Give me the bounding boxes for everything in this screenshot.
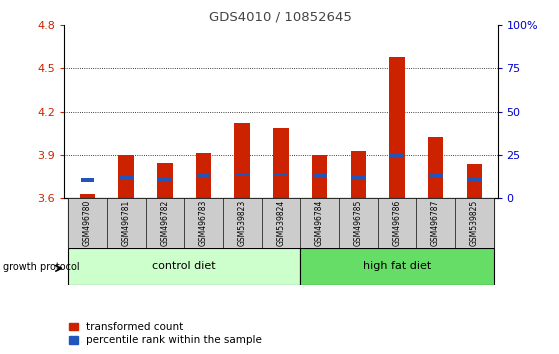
FancyBboxPatch shape: [416, 198, 455, 248]
Bar: [350, 150, 366, 198]
FancyBboxPatch shape: [68, 248, 300, 285]
Bar: [196, 153, 211, 198]
Bar: [80, 178, 94, 182]
Text: GSM496782: GSM496782: [160, 200, 169, 246]
Text: GSM496787: GSM496787: [431, 200, 440, 246]
Bar: [80, 194, 95, 198]
Bar: [119, 176, 133, 179]
Bar: [467, 177, 481, 181]
Bar: [119, 155, 134, 198]
Bar: [312, 174, 326, 178]
FancyBboxPatch shape: [145, 198, 184, 248]
FancyBboxPatch shape: [68, 198, 107, 248]
FancyBboxPatch shape: [300, 198, 339, 248]
Bar: [234, 123, 250, 198]
Bar: [158, 178, 172, 182]
FancyBboxPatch shape: [223, 198, 262, 248]
Bar: [351, 176, 365, 179]
Text: GSM496783: GSM496783: [199, 200, 208, 246]
Bar: [429, 174, 443, 178]
Text: GSM496780: GSM496780: [83, 200, 92, 246]
Bar: [273, 128, 288, 198]
FancyBboxPatch shape: [184, 198, 223, 248]
Text: GSM496786: GSM496786: [392, 200, 401, 246]
Text: GSM539825: GSM539825: [470, 200, 479, 246]
FancyBboxPatch shape: [455, 198, 494, 248]
Legend: transformed count, percentile rank within the sample: transformed count, percentile rank withi…: [69, 322, 262, 345]
Text: GSM539823: GSM539823: [238, 200, 247, 246]
FancyBboxPatch shape: [107, 198, 145, 248]
Bar: [390, 154, 404, 158]
Text: GSM496785: GSM496785: [354, 200, 363, 246]
Bar: [389, 57, 405, 198]
Bar: [312, 155, 328, 198]
Text: GSM496784: GSM496784: [315, 200, 324, 246]
Text: GSM539824: GSM539824: [276, 200, 286, 246]
FancyBboxPatch shape: [262, 198, 300, 248]
Bar: [157, 163, 173, 198]
Bar: [274, 173, 288, 176]
Text: growth protocol: growth protocol: [3, 262, 79, 272]
Text: high fat diet: high fat diet: [363, 261, 431, 272]
Bar: [197, 174, 211, 178]
FancyBboxPatch shape: [339, 198, 377, 248]
FancyBboxPatch shape: [377, 198, 416, 248]
Bar: [467, 164, 482, 198]
Title: GDS4010 / 10852645: GDS4010 / 10852645: [210, 11, 352, 24]
Text: control diet: control diet: [153, 261, 216, 272]
Bar: [428, 137, 443, 198]
Text: GSM496781: GSM496781: [122, 200, 131, 246]
Bar: [235, 173, 249, 176]
FancyBboxPatch shape: [300, 248, 494, 285]
